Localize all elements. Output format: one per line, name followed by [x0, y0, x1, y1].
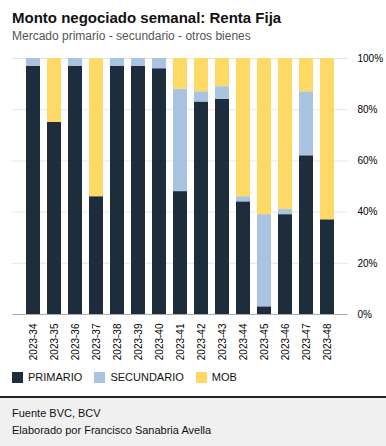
svg-text:2023-41: 2023-41 [175, 323, 186, 360]
svg-text:2023-39: 2023-39 [133, 323, 144, 360]
html-text:SECUNDARIO: SECUNDARIO [110, 371, 184, 383]
svg-text:2023-37: 2023-37 [91, 323, 102, 360]
svg-text:20%: 20% [358, 258, 378, 269]
svg-text:2023-42: 2023-42 [196, 323, 207, 360]
svg-text:2023-43: 2023-43 [217, 323, 228, 360]
svg-text:2023-38: 2023-38 [112, 323, 123, 360]
html-text:Mercado primario - secundario: Mercado primario - secundario - otros bi… [12, 29, 251, 43]
svg-text:2023-40: 2023-40 [154, 323, 165, 360]
html-text:PRIMARIO: PRIMARIO [28, 371, 83, 383]
html-text:Elaborado por Francisco Sanabr: Elaborado por Francisco Sanabria Avella [12, 424, 212, 436]
svg-text:2023-44: 2023-44 [238, 323, 249, 360]
svg-text:2023-36: 2023-36 [70, 323, 81, 360]
svg-text:0%: 0% [358, 309, 373, 320]
html-text:Fuente BVC, BCV: Fuente BVC, BCV [12, 407, 101, 419]
svg-text:2023-46: 2023-46 [280, 323, 291, 360]
svg-text:2023-34: 2023-34 [28, 323, 39, 360]
html-text:Monto negociado semanal: Renta: Monto negociado semanal: Renta Fija [12, 9, 282, 26]
svg-text:80%: 80% [358, 104, 378, 115]
svg-text:2023-48: 2023-48 [322, 323, 333, 360]
svg-text:60%: 60% [358, 155, 378, 166]
svg-text:100%: 100% [358, 53, 384, 64]
svg-text:2023-45: 2023-45 [259, 323, 270, 360]
svg-text:2023-35: 2023-35 [49, 323, 60, 360]
html-text:MOB: MOB [211, 371, 237, 383]
svg-text:40%: 40% [358, 206, 378, 217]
svg-text:2023-47: 2023-47 [301, 323, 312, 360]
